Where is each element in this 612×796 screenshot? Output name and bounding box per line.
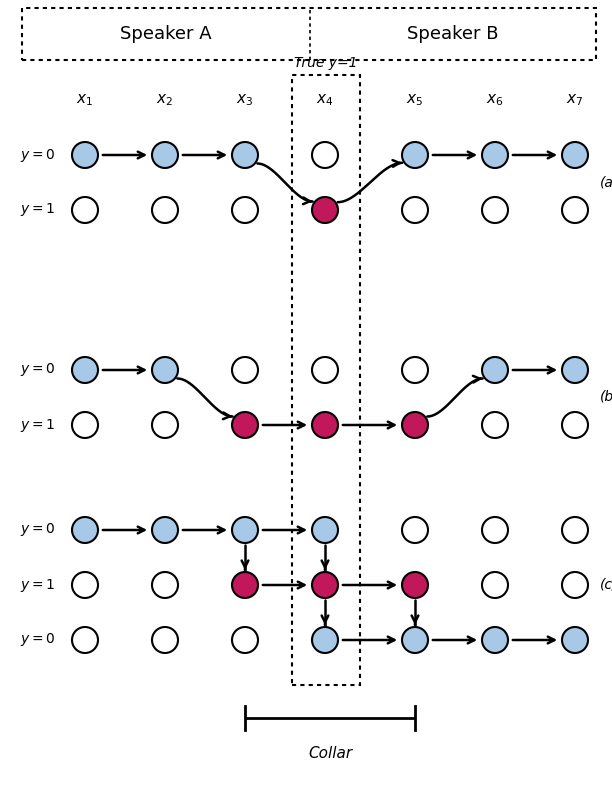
Text: $x_1$: $x_1$ (76, 92, 94, 107)
Circle shape (152, 572, 178, 598)
Text: $x_5$: $x_5$ (406, 92, 424, 107)
Circle shape (562, 572, 588, 598)
Circle shape (72, 142, 98, 168)
Circle shape (482, 357, 508, 383)
Circle shape (562, 357, 588, 383)
Circle shape (232, 627, 258, 653)
Circle shape (482, 197, 508, 223)
Text: $x_4$: $x_4$ (316, 92, 334, 107)
Circle shape (152, 627, 178, 653)
Circle shape (312, 412, 338, 438)
Text: $y=0$: $y=0$ (20, 631, 56, 649)
Circle shape (312, 572, 338, 598)
Text: True y=1: True y=1 (294, 56, 358, 70)
Text: $y=1$: $y=1$ (20, 576, 56, 594)
Circle shape (562, 627, 588, 653)
Text: Speaker A: Speaker A (120, 25, 212, 43)
Circle shape (402, 517, 428, 543)
Text: (c): (c) (600, 578, 612, 592)
Circle shape (402, 357, 428, 383)
Circle shape (312, 517, 338, 543)
Circle shape (562, 197, 588, 223)
Text: $x_3$: $x_3$ (236, 92, 253, 107)
Circle shape (482, 627, 508, 653)
Circle shape (402, 627, 428, 653)
Circle shape (232, 142, 258, 168)
Circle shape (482, 412, 508, 438)
Circle shape (72, 572, 98, 598)
Circle shape (232, 412, 258, 438)
Circle shape (152, 357, 178, 383)
Bar (22, 8, 596, 60)
Circle shape (152, 412, 178, 438)
Circle shape (72, 197, 98, 223)
Circle shape (232, 517, 258, 543)
Circle shape (482, 572, 508, 598)
Circle shape (402, 197, 428, 223)
Circle shape (402, 412, 428, 438)
Text: $y=1$: $y=1$ (20, 416, 56, 434)
Circle shape (72, 357, 98, 383)
Circle shape (152, 517, 178, 543)
Text: $y=0$: $y=0$ (20, 146, 56, 163)
Circle shape (562, 517, 588, 543)
Circle shape (482, 142, 508, 168)
Circle shape (402, 142, 428, 168)
Text: Speaker B: Speaker B (407, 25, 499, 43)
Circle shape (152, 142, 178, 168)
Circle shape (232, 572, 258, 598)
Circle shape (312, 142, 338, 168)
Circle shape (232, 197, 258, 223)
Text: Collar: Collar (308, 746, 352, 761)
Circle shape (312, 627, 338, 653)
Circle shape (482, 517, 508, 543)
Text: $y=0$: $y=0$ (20, 521, 56, 539)
Circle shape (562, 142, 588, 168)
Circle shape (72, 627, 98, 653)
Text: $y=0$: $y=0$ (20, 361, 56, 379)
Circle shape (312, 357, 338, 383)
Text: (b): (b) (600, 390, 612, 404)
Circle shape (152, 197, 178, 223)
Circle shape (72, 412, 98, 438)
Text: $y=1$: $y=1$ (20, 201, 56, 218)
Text: $x_7$: $x_7$ (566, 92, 584, 107)
Bar (292, 75, 360, 685)
Circle shape (72, 517, 98, 543)
Text: $x_2$: $x_2$ (157, 92, 174, 107)
Text: (a): (a) (600, 175, 612, 189)
Circle shape (232, 357, 258, 383)
Circle shape (562, 412, 588, 438)
Circle shape (402, 572, 428, 598)
Text: $x_6$: $x_6$ (486, 92, 504, 107)
Circle shape (312, 197, 338, 223)
